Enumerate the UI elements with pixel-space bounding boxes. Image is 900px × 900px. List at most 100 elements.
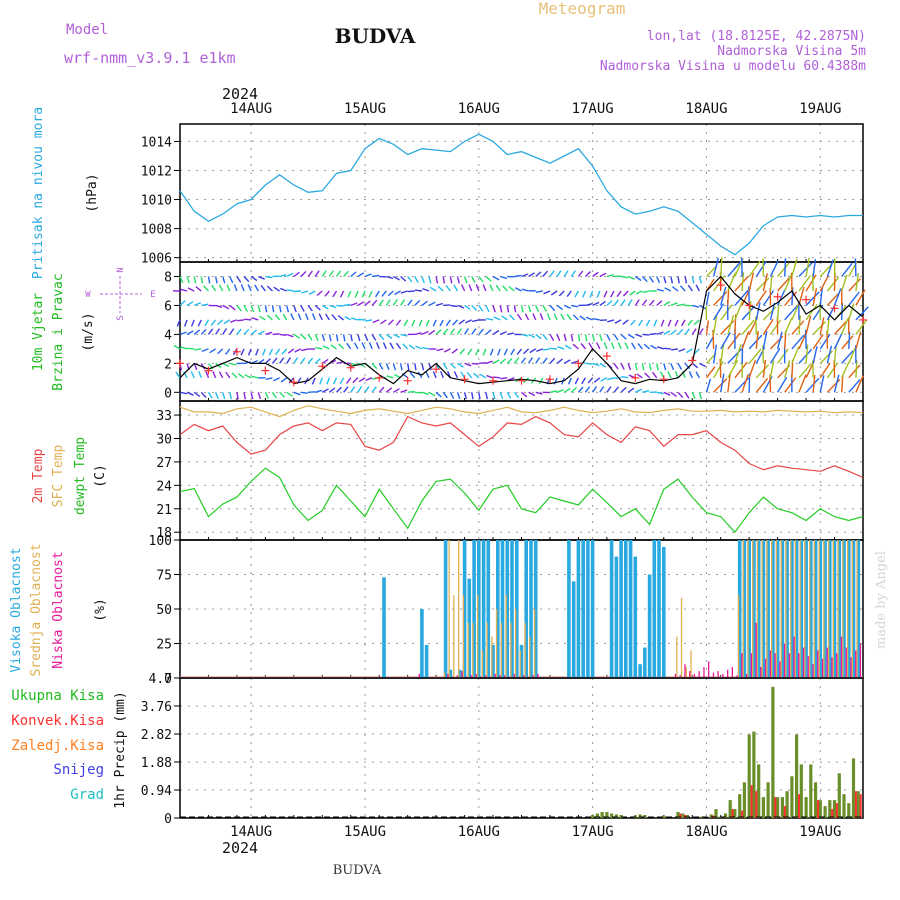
precip-bar-total	[733, 809, 737, 818]
cloud-bar-low	[693, 673, 696, 678]
wind-barb	[741, 374, 749, 393]
gust-marker	[631, 373, 640, 382]
wind-barb	[207, 328, 214, 335]
wind-barb	[257, 330, 265, 336]
cloud-bar-high	[747, 540, 751, 678]
wind-barb	[343, 386, 349, 393]
wind-barb	[720, 286, 727, 306]
wind-barb	[336, 304, 344, 307]
wind-barb	[271, 357, 278, 364]
wind-barb	[257, 305, 261, 313]
wind-barb	[250, 305, 255, 313]
wind-barb	[580, 343, 587, 350]
cloud-bar-low	[812, 664, 814, 678]
wind-barb	[720, 304, 733, 321]
wind-barb	[741, 305, 756, 321]
credit-watermark: made by Angel	[874, 551, 889, 649]
wind-barb	[727, 261, 742, 277]
wind-barb	[282, 313, 288, 321]
wind-barb	[826, 276, 840, 292]
cloud-bar-high	[794, 540, 799, 678]
wind-barb	[492, 392, 496, 400]
wind-barb	[613, 386, 619, 393]
wind-barb	[414, 289, 422, 292]
y-tick-label: 1012	[141, 164, 172, 179]
wind-barb	[485, 329, 492, 335]
wind-barb	[321, 304, 329, 310]
wind-barb	[458, 319, 466, 325]
wind-barb	[634, 363, 638, 371]
station-title: BUDVA	[335, 24, 416, 48]
wind-barb	[400, 290, 408, 294]
wind-barb	[791, 346, 800, 364]
cloud-bar-high	[477, 540, 481, 678]
wind-barb	[357, 386, 363, 393]
wind-barb	[528, 357, 533, 364]
cloud-bar-low	[750, 653, 752, 678]
precip-bar-total	[595, 813, 599, 818]
precip-bar-total	[832, 800, 837, 818]
wind-barb	[622, 319, 629, 325]
wind-barb	[599, 300, 606, 306]
wind-barb	[550, 347, 558, 350]
wind-barb	[495, 284, 501, 292]
wind-barb	[389, 342, 395, 350]
wind-barb	[741, 272, 745, 292]
cloud-bar-low	[793, 636, 795, 678]
wind-barb	[848, 303, 855, 321]
wind-barb	[521, 391, 528, 398]
y-tick-label: 18	[156, 526, 172, 541]
temp-ylabel-1: 2m Temp	[31, 448, 46, 503]
cloud-ylabel-1: Visoka Oblacnost	[9, 547, 24, 672]
wind-barb	[635, 388, 642, 393]
wind-barb	[549, 357, 556, 364]
wind-barb	[492, 329, 500, 335]
wind-barb	[279, 273, 287, 278]
cloud-bar-low	[708, 661, 710, 678]
wind-barb	[229, 328, 235, 335]
wind-barb	[620, 333, 627, 340]
wind-barb	[297, 313, 302, 321]
cloud-bar-high	[828, 540, 832, 678]
wind-barb	[375, 290, 380, 298]
precip-bar-total	[600, 812, 604, 818]
gust-marker	[318, 362, 327, 371]
cloud-ylabel-2: Srednja Oblacnost	[29, 543, 44, 676]
wind-barb	[521, 288, 529, 292]
wind-barb	[848, 278, 862, 292]
wind-barb	[741, 331, 750, 350]
wind-barb	[499, 358, 507, 364]
wind-barb	[734, 275, 749, 292]
wind-barb	[527, 305, 532, 313]
bottom-day-label: 19AUG	[799, 824, 841, 840]
wind-barb	[679, 285, 686, 292]
wind-barb	[855, 331, 862, 350]
cloud-bar-mid	[505, 595, 507, 678]
wind-barb	[409, 372, 416, 379]
wind-barb	[684, 328, 690, 335]
cloud-bar-low	[727, 669, 729, 678]
legend-total: Ukupna Kisa	[11, 688, 104, 704]
wind-barb	[257, 392, 262, 400]
wind-barb	[620, 363, 625, 370]
wind-barb	[712, 329, 715, 349]
wind-barb	[314, 304, 321, 311]
wind-barb	[353, 342, 359, 350]
wind-barb	[528, 391, 536, 397]
wind-barb	[414, 299, 421, 306]
wind-barb	[748, 348, 762, 364]
wind-barb	[485, 275, 492, 282]
wind-barb	[614, 319, 622, 324]
wind-barb	[407, 276, 413, 283]
wind-barb	[841, 350, 854, 364]
precip-bar-total	[747, 734, 751, 818]
wind-barb	[506, 305, 510, 313]
cloud-bar-high	[529, 540, 533, 678]
wind-barb	[212, 371, 217, 379]
precip-bar-total	[795, 734, 799, 818]
cloud-bar-low	[755, 622, 757, 678]
wind-barb	[624, 342, 629, 350]
wind-barb	[203, 285, 210, 292]
cloud-bar-low	[788, 653, 790, 678]
cloud-bar-high	[823, 540, 827, 678]
